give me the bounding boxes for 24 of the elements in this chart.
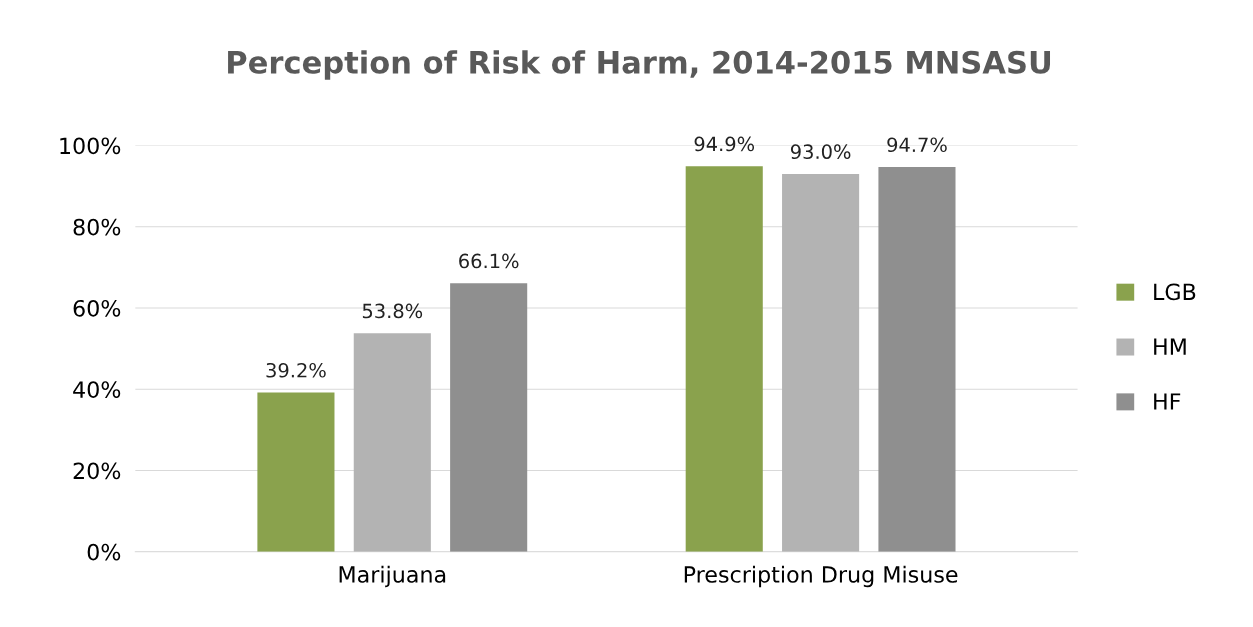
bar xyxy=(878,167,956,552)
y-tick-label: 80% xyxy=(73,218,121,236)
legend-label: LGB xyxy=(1154,283,1196,301)
y-tick-label: 20% xyxy=(73,462,121,480)
y-tick-label: 60% xyxy=(73,299,121,317)
bar xyxy=(450,283,528,552)
x-tick-label: Prescription Drug Misuse xyxy=(684,565,958,588)
data-label: 66.1% xyxy=(459,253,519,269)
y-tick-label: 100% xyxy=(60,137,121,155)
bar xyxy=(685,166,763,552)
data-label: 94.7% xyxy=(887,137,947,153)
legend-label: HM xyxy=(1154,338,1186,355)
bar xyxy=(782,173,860,552)
data-label: 39.2% xyxy=(266,362,326,378)
data-label: 94.9% xyxy=(694,136,755,152)
legend-label: HF xyxy=(1154,393,1181,410)
data-label: 93.0% xyxy=(790,144,851,160)
bar xyxy=(353,333,431,552)
bar xyxy=(257,392,335,552)
x-tick-label: Marijuana xyxy=(339,565,446,588)
data-label: 53.8% xyxy=(362,303,423,319)
y-tick-label: 40% xyxy=(73,381,121,398)
chart-title: Perception of Risk of Harm, 2014-2015 MNSASU xyxy=(228,50,1051,80)
y-tick-label: 0% xyxy=(87,543,121,561)
